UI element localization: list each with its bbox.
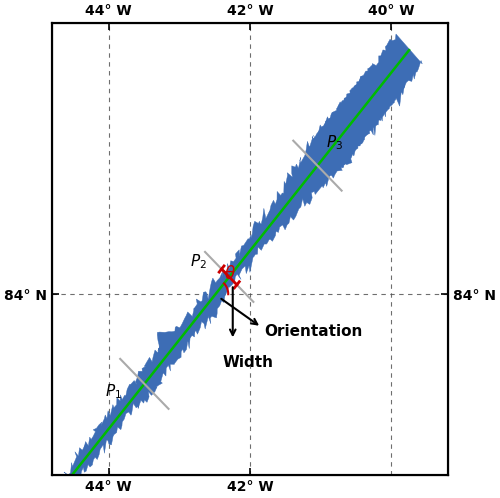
Text: $P_3$: $P_3$: [326, 133, 343, 152]
Polygon shape: [64, 34, 422, 484]
Text: $P_2$: $P_2$: [190, 252, 207, 271]
Polygon shape: [158, 323, 197, 364]
Polygon shape: [314, 66, 400, 168]
Text: Orientation: Orientation: [264, 324, 362, 339]
Text: $\theta$: $\theta$: [224, 265, 236, 283]
Polygon shape: [369, 47, 410, 91]
Text: Width: Width: [222, 355, 273, 371]
Text: $P_1$: $P_1$: [106, 382, 122, 400]
